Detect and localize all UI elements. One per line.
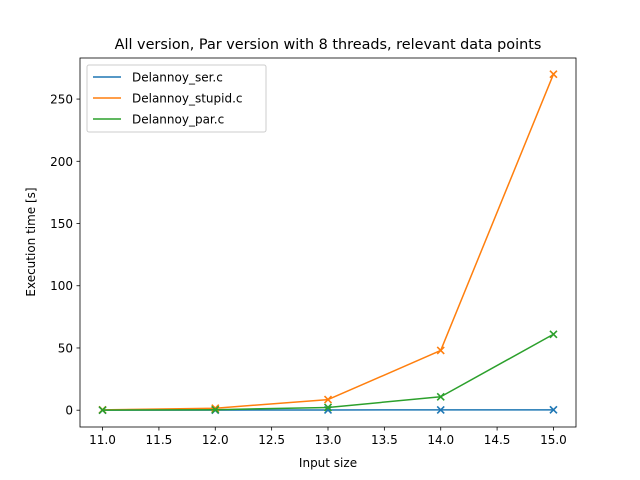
data-point-marker [549,405,558,414]
x-tick-label: 12.5 [258,433,285,447]
legend-label: Delannoy_par.c [132,113,224,127]
x-tick-label: 11.0 [89,433,116,447]
data-point-marker [98,406,107,415]
data-point-marker [323,395,333,404]
legend-entry: Delannoy_par.c [93,113,224,127]
legend-box [86,64,267,133]
series-layer [98,70,558,415]
legend-entry: Delannoy_stupid.c [93,92,243,106]
x-tick-label: 12.0 [202,433,229,447]
y-axis-label: Execution time [s] [24,187,38,296]
x-tick-label: 13.5 [371,433,398,447]
data-point-marker [549,330,558,339]
chart-title: All version, Par version with 8 threads,… [115,37,542,53]
data-point-marker [436,405,445,414]
x-tick-label: 15.0 [540,433,567,447]
y-tick-label: 50 [58,341,73,355]
legend: Delannoy_ser.c Delannoy_stupid.c Delannoy_… [86,64,267,133]
y-tick-label: 250 [50,93,73,107]
y-tick-label: 100 [50,279,73,293]
x-tick-label: 14.0 [427,433,454,447]
data-point-marker [323,403,333,412]
legend-label: Delannoy_ser.c [132,71,223,85]
data-point-marker [436,346,445,355]
data-point-marker [549,70,558,79]
series-3 [98,330,558,415]
y-axis: 0 50 100 150 200 250 [50,93,80,418]
y-tick-label: 0 [65,404,73,418]
data-point-marker [211,404,220,413]
data-point-marker [436,392,445,401]
x-tick-label: 13.0 [315,433,342,447]
legend-label: Delannoy_stupid.c [132,92,243,106]
data-point-marker [211,405,220,414]
legend-entry: Delannoy_ser.c [93,71,223,85]
x-tick-label: 14.5 [484,433,511,447]
x-tick-label: 11.5 [146,433,173,447]
x-axis: 11.0 11.5 12.0 12.5 13.0 13.5 14.0 14.5 15.0 [89,427,567,447]
y-tick-label: 200 [50,155,73,169]
y-tick-label: 150 [50,217,73,231]
x-axis-label: Input size [299,456,357,470]
